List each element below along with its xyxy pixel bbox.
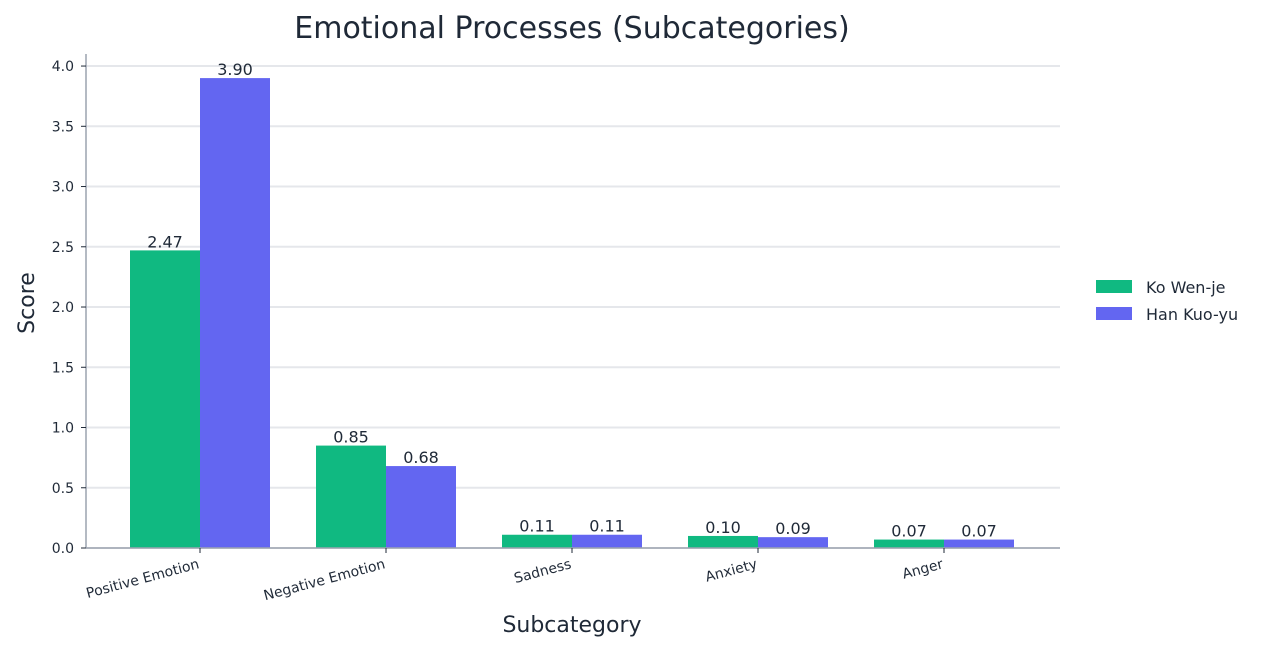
bar-han-kuo-yu bbox=[944, 539, 1014, 548]
x-tick-label: Sadness bbox=[512, 556, 573, 587]
bar-han-kuo-yu bbox=[572, 534, 642, 548]
legend: Ko Wen-je Han Kuo-yu bbox=[1096, 278, 1238, 324]
bar-ko-wen-je bbox=[688, 535, 758, 548]
data-label: 3.90 bbox=[217, 60, 253, 79]
data-label: 0.68 bbox=[403, 448, 439, 467]
bar-ko-wen-je bbox=[502, 534, 572, 548]
data-label: 2.47 bbox=[147, 232, 183, 251]
y-tick-label: 2.0 bbox=[52, 300, 74, 316]
legend-label: Han Kuo-yu bbox=[1146, 305, 1238, 324]
data-label: 0.11 bbox=[519, 517, 555, 536]
y-tick-label: 3.0 bbox=[52, 180, 74, 196]
data-labels: 2.47 0.85 0.11 0.10 0.07 3.90 0.68 0.11 0.09 0.07 bbox=[147, 60, 997, 540]
x-tick-label: Anxiety bbox=[704, 556, 759, 585]
y-tick-label: 1.5 bbox=[52, 360, 74, 376]
y-tick-label: 1.0 bbox=[52, 421, 74, 437]
chart-title: Emotional Processes (Subcategories) bbox=[294, 11, 849, 46]
x-tick-label: Anger bbox=[901, 556, 946, 582]
bar-han-kuo-yu bbox=[200, 78, 270, 548]
bar-ko-wen-je bbox=[316, 445, 386, 548]
bar-ko-wen-je bbox=[130, 250, 200, 548]
legend-swatch bbox=[1096, 307, 1132, 320]
y-ticks: 0.0 0.5 1.0 1.5 2.0 2.5 3.0 3.5 4.0 bbox=[52, 59, 86, 557]
data-label: 0.07 bbox=[891, 522, 927, 541]
x-tick-label: Positive Emotion bbox=[85, 556, 201, 602]
x-tick-label: Negative Emotion bbox=[262, 556, 387, 604]
x-ticks: Positive Emotion Negative Emotion Sadness A… bbox=[85, 548, 946, 604]
y-tick-label: 4.0 bbox=[52, 59, 74, 75]
y-tick-label: 3.5 bbox=[52, 119, 74, 135]
legend-swatch bbox=[1096, 280, 1132, 293]
data-label: 0.85 bbox=[333, 428, 369, 447]
y-tick-label: 2.5 bbox=[52, 240, 74, 256]
data-label: 0.09 bbox=[775, 519, 811, 538]
bars bbox=[130, 78, 1014, 548]
bar-han-kuo-yu bbox=[386, 466, 456, 548]
x-axis-label: Subcategory bbox=[502, 613, 641, 638]
data-label: 0.07 bbox=[961, 522, 997, 541]
y-tick-label: 0.0 bbox=[52, 541, 74, 557]
bar-ko-wen-je bbox=[874, 539, 944, 548]
y-tick-label: 0.5 bbox=[52, 481, 74, 497]
bar-han-kuo-yu bbox=[758, 537, 828, 548]
y-axis-label: Score bbox=[15, 272, 40, 334]
legend-label: Ko Wen-je bbox=[1146, 278, 1226, 297]
data-label: 0.11 bbox=[589, 517, 625, 536]
data-label: 0.10 bbox=[705, 518, 741, 537]
